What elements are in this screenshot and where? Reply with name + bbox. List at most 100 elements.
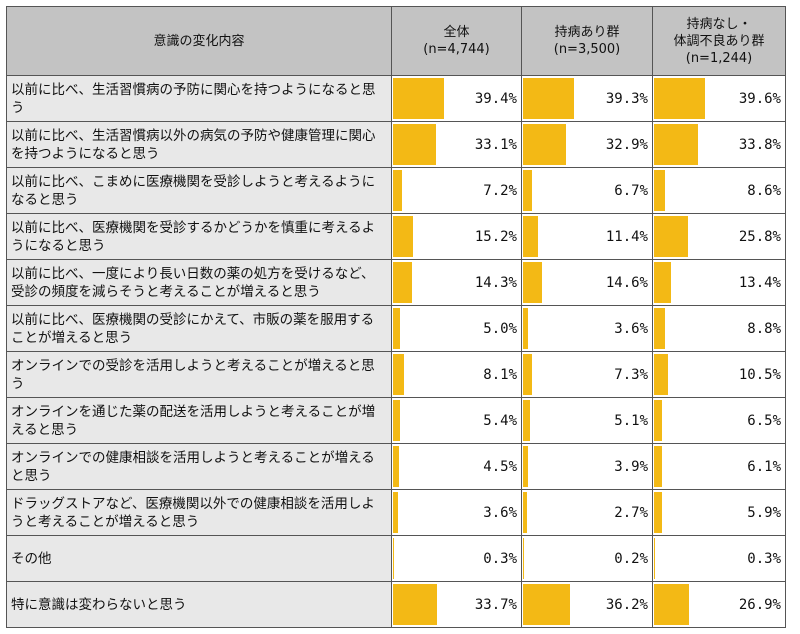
value-cell: 2.7% <box>521 489 653 536</box>
value-cell: 5.0% <box>391 305 522 352</box>
data-label: 0.3% <box>747 550 781 567</box>
table-row: 以前に比べ、一度により長い日数の薬の処方を受けるなど、受診の頻度を減らそうと考え… <box>6 259 786 306</box>
value-cell: 6.5% <box>652 397 786 444</box>
data-label: 14.6% <box>605 274 648 291</box>
bar <box>654 584 689 625</box>
value-cell: 7.3% <box>521 351 653 398</box>
table-row: 以前に比べ、生活習慣病の予防に関心を持つようになると思う 39.4% 39.3% 39… <box>6 75 786 122</box>
bar <box>654 492 662 533</box>
bar <box>654 216 688 257</box>
bar <box>523 170 532 211</box>
data-label: 39.6% <box>738 90 781 107</box>
row-label: 以前に比べ、医療機関を受診するかどうかを慎重に考えるようになると思う <box>6 213 392 260</box>
value-cell: 13.4% <box>652 259 786 306</box>
value-cell: 39.3% <box>521 75 653 122</box>
data-label: 6.1% <box>747 458 781 475</box>
value-cell: 4.5% <box>391 443 522 490</box>
bar <box>523 308 528 349</box>
data-label: 5.1% <box>614 412 648 429</box>
bar <box>393 446 399 487</box>
data-label: 5.9% <box>747 504 781 521</box>
data-label: 3.6% <box>483 504 517 521</box>
table-row: ドラッグストアなど、医療機関以外での健康相談を活用しようと考えることが増えると思… <box>6 489 786 536</box>
table-row: 以前に比べ、医療機関を受診するかどうかを慎重に考えるようになると思う 15.2% 1… <box>6 213 786 260</box>
value-cell: 11.4% <box>521 213 653 260</box>
bar <box>393 400 401 441</box>
table-row: 以前に比べ、生活習慣病以外の病気の予防や健康管理に関心を持つようになると思う 33… <box>6 121 786 168</box>
data-label: 8.1% <box>483 366 517 383</box>
bar <box>393 354 404 395</box>
header-content: 意識の変化内容 <box>6 6 392 76</box>
bar <box>393 124 437 165</box>
data-label: 8.6% <box>747 182 781 199</box>
data-label: 36.2% <box>605 596 648 613</box>
data-label: 32.9% <box>605 136 648 153</box>
value-cell: 10.5% <box>652 351 786 398</box>
value-cell: 26.9% <box>652 581 786 628</box>
data-label: 11.4% <box>605 228 648 245</box>
data-label: 5.4% <box>483 412 517 429</box>
value-cell: 14.6% <box>521 259 653 306</box>
bar <box>393 262 412 303</box>
bar <box>654 124 698 165</box>
header-group-1: 全体 (n=4,744) <box>391 6 522 76</box>
data-label: 25.8% <box>738 228 781 245</box>
row-label: その他 <box>6 535 392 582</box>
bar <box>393 584 437 625</box>
data-label: 39.3% <box>605 90 648 107</box>
header-group-2: 持病あり群 (n=3,500) <box>521 6 653 76</box>
value-cell: 0.3% <box>652 535 786 582</box>
row-label: 以前に比べ、生活習慣病以外の病気の予防や健康管理に関心を持つようになると思う <box>6 121 392 168</box>
value-cell: 33.1% <box>391 121 522 168</box>
bar <box>523 400 530 441</box>
bar <box>523 216 538 257</box>
table-row: その他 0.3% 0.2% 0.3% <box>6 535 786 582</box>
value-cell: 15.2% <box>391 213 522 260</box>
data-label: 14.3% <box>474 274 517 291</box>
bar <box>393 308 400 349</box>
row-label: 以前に比べ、医療機関の受診にかえて、市販の薬を服用することが増えると思う <box>6 305 392 352</box>
header-line: (n=3,500) <box>553 42 621 57</box>
value-cell: 0.3% <box>391 535 522 582</box>
bar <box>654 400 663 441</box>
header-group-3: 持病なし・ 体調不良あり群 (n=1,244) <box>652 6 786 76</box>
value-cell: 39.6% <box>652 75 786 122</box>
data-label: 7.3% <box>614 366 648 383</box>
header-line: 意識の変化内容 <box>153 33 245 49</box>
row-label: 特に意識は変わらないと思う <box>6 581 392 628</box>
bar <box>393 78 445 119</box>
row-label: オンラインを通じた薬の配送を活用しようと考えることが増えると思う <box>6 397 392 444</box>
bar <box>654 170 666 211</box>
header-line: (n=4,744) <box>423 42 490 57</box>
value-cell: 6.1% <box>652 443 786 490</box>
row-label: 以前に比べ、こまめに医療機関を受診しようと考えるようになると思う <box>6 167 392 214</box>
value-cell: 8.6% <box>652 167 786 214</box>
bar <box>523 124 566 165</box>
value-cell: 5.4% <box>391 397 522 444</box>
value-cell: 5.1% <box>521 397 653 444</box>
data-label: 5.0% <box>483 320 517 337</box>
data-label: 26.9% <box>738 596 781 613</box>
data-label: 39.4% <box>474 90 517 107</box>
header-line: 全体 <box>443 25 470 40</box>
survey-table: 意識の変化内容 全体 (n=4,744) 持病あり群 (n=3,500) 持病なし・ 体調不… <box>6 6 786 628</box>
table-row: オンラインでの健康相談を活用しようと考えることが増えると思う 4.5% 3.9% 6.… <box>6 443 786 490</box>
bar <box>523 492 527 533</box>
value-cell: 3.9% <box>521 443 653 490</box>
bar <box>523 262 542 303</box>
value-cell: 7.2% <box>391 167 522 214</box>
bar <box>523 354 533 395</box>
value-cell: 3.6% <box>521 305 653 352</box>
value-cell: 33.8% <box>652 121 786 168</box>
row-label: 以前に比べ、生活習慣病の予防に関心を持つようになると思う <box>6 75 392 122</box>
data-label: 3.6% <box>614 320 648 337</box>
value-cell: 32.9% <box>521 121 653 168</box>
bar <box>523 78 575 119</box>
data-label: 33.1% <box>474 136 517 153</box>
data-label: 8.8% <box>747 320 781 337</box>
bar <box>654 354 668 395</box>
bar <box>523 584 571 625</box>
value-cell: 8.8% <box>652 305 786 352</box>
header-line: (n=1,244) <box>685 50 753 66</box>
bar <box>393 216 413 257</box>
